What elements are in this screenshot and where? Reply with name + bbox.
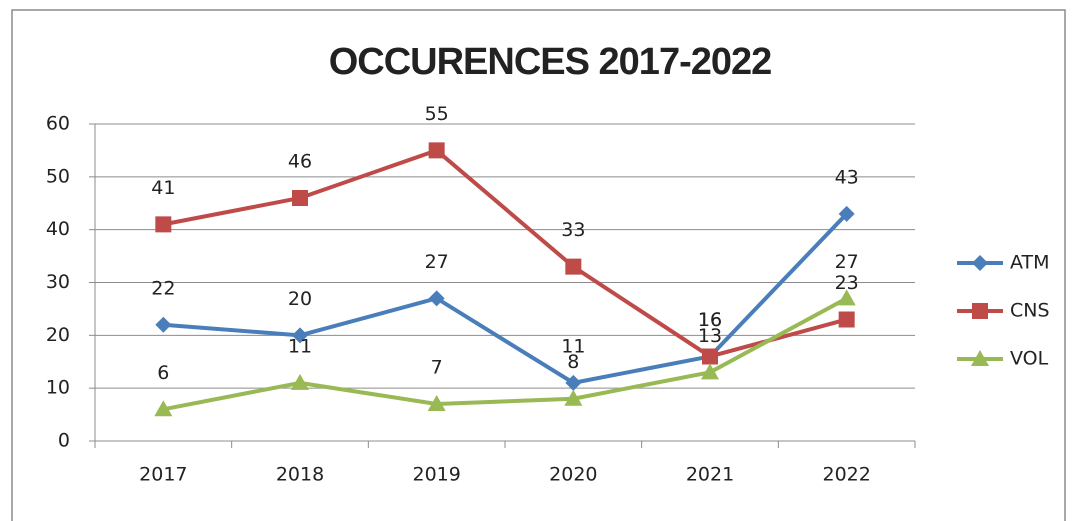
point-marker: [838, 205, 855, 222]
data-label: 22: [151, 277, 175, 299]
legend-label: ATM: [1010, 252, 1050, 274]
data-label: 16: [698, 309, 722, 331]
x-tick-label: 2018: [276, 464, 324, 486]
point-marker: [292, 327, 308, 344]
legend-label: VOL: [1010, 348, 1049, 370]
data-label: 8: [567, 351, 579, 373]
data-label: 27: [835, 251, 859, 273]
y-tick-label: 40: [46, 218, 70, 240]
data-label: 11: [561, 335, 585, 357]
x-tick-label: 2022: [822, 464, 870, 486]
point-marker: [701, 363, 719, 380]
point-marker: [837, 289, 856, 306]
data-label: 43: [835, 166, 859, 188]
y-tick-label: 20: [46, 324, 70, 346]
chart-title: OCCURENCES 2017-2022: [329, 41, 772, 83]
data-label: 41: [151, 177, 175, 199]
data-label: 20: [288, 288, 312, 310]
point-marker: [564, 389, 583, 406]
data-label: 7: [431, 357, 443, 379]
chart-frame: [11, 9, 1066, 521]
data-label: 27: [425, 251, 449, 273]
y-tick-label: 30: [46, 271, 70, 293]
y-tick-label: 50: [46, 165, 70, 187]
data-label: 13: [698, 325, 722, 347]
x-tick-label: 2019: [412, 464, 460, 486]
point-marker: [427, 395, 446, 412]
x-tick-label: 2020: [549, 464, 597, 486]
data-label: 11: [288, 335, 312, 357]
point-marker: [428, 142, 445, 159]
legend-marker: [972, 255, 988, 271]
series-line: [162, 296, 848, 412]
data-label: 23: [835, 272, 859, 294]
data-label: 55: [425, 103, 449, 125]
y-tick-label: 0: [58, 430, 70, 452]
point-marker: [702, 348, 718, 365]
series-line: [162, 148, 848, 359]
data-label: 33: [561, 219, 585, 241]
y-tick-label: 10: [46, 377, 70, 399]
point-marker: [154, 400, 173, 417]
data-label: 16: [698, 309, 722, 331]
y-tick-label: 60: [46, 113, 70, 135]
data-label: 6: [157, 362, 169, 384]
point-marker: [155, 316, 172, 333]
point-marker: [428, 290, 445, 307]
x-tick-label: 2021: [686, 464, 734, 486]
point-marker: [565, 258, 582, 275]
series-line: [163, 212, 849, 385]
point-marker: [565, 374, 582, 391]
point-marker: [291, 373, 309, 390]
point-marker: [155, 216, 172, 233]
legend-marker: [972, 303, 988, 319]
legend-marker: [971, 350, 989, 366]
x-tick-label: 2017: [139, 464, 187, 486]
data-label: 46: [288, 150, 312, 172]
point-marker: [838, 311, 855, 328]
point-marker: [292, 189, 308, 206]
legend-label: CNS: [1010, 300, 1050, 322]
